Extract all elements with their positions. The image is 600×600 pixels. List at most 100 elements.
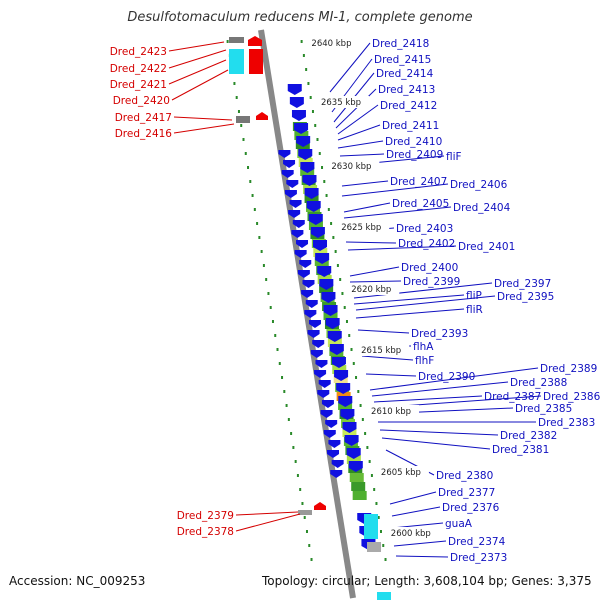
- reverse-gene-arrow: [331, 460, 344, 468]
- guide-dot: [357, 390, 360, 393]
- gene-label: flhA: [413, 341, 434, 353]
- reverse-gene-arrow: [329, 344, 344, 355]
- gene-label: Dred_2418: [372, 38, 429, 50]
- guide-dot: [287, 418, 290, 421]
- gene-label: Dred_2412: [380, 100, 437, 112]
- guide-dot: [267, 292, 270, 295]
- guide-dot: [269, 306, 272, 309]
- reverse-gene-arrow: [330, 470, 343, 478]
- reverse-gene-arrow: [317, 266, 332, 277]
- expression-segment: [351, 482, 366, 491]
- kbp-box: [388, 527, 439, 539]
- reverse-gene-arrow: [348, 461, 363, 472]
- kbp-box: [369, 405, 420, 417]
- guide-dot: [281, 376, 284, 379]
- gene-label: Dred_2421: [110, 79, 167, 91]
- kbp-scale: 2640 kbp 2635 kbp 2630 kbp 2625 kbp 2620 kbp…: [309, 37, 439, 539]
- gene-label: Dred_2385: [515, 403, 572, 415]
- gene-label: Dred_2374: [448, 536, 506, 548]
- gene-label: Dred_2389: [540, 363, 597, 375]
- gene-label: fliR: [466, 304, 483, 316]
- guide-dot: [307, 82, 310, 85]
- gene-label: Dred_2380: [436, 470, 493, 482]
- gene-label: Dred_2377: [438, 487, 495, 499]
- gene-label: Dred_2423: [110, 46, 167, 58]
- gene-label: Dred_2400: [401, 262, 458, 274]
- gene-block: [367, 542, 381, 552]
- guide-dot: [370, 474, 373, 477]
- guide-dot: [276, 348, 279, 351]
- guide-dot: [301, 502, 304, 505]
- leader-line: [341, 180, 389, 187]
- reverse-gene-arrow: [291, 110, 306, 121]
- guide-dot: [305, 68, 308, 71]
- guide-dot: [318, 152, 321, 155]
- reverse-gene-arrow: [319, 279, 334, 290]
- leader-line: [349, 266, 400, 277]
- reverse-gene-arrow: [310, 350, 323, 358]
- leader-line: [355, 308, 465, 319]
- expression-segment: [327, 338, 342, 347]
- reverse-gene-arrow: [323, 305, 338, 316]
- guide-dot: [237, 110, 240, 113]
- kbp-box: [339, 221, 390, 233]
- reverse-gene-arrow: [289, 200, 302, 208]
- guide-dot: [296, 474, 299, 477]
- expression-segment: [346, 455, 361, 464]
- guide-dot: [226, 40, 229, 43]
- kbp-label: 2615 kbp: [361, 346, 401, 356]
- gene-label: flhF: [415, 355, 434, 367]
- gene-label: Dred_2402: [398, 238, 455, 250]
- gene-label: Dred_2393: [411, 328, 468, 340]
- kbp-box: [329, 160, 380, 172]
- leader-line: [335, 88, 377, 129]
- guide-dot: [314, 124, 317, 127]
- reverse-gene-arrow: [314, 370, 327, 378]
- expression-segment: [294, 131, 309, 140]
- expression-segment: [308, 221, 323, 230]
- guide-dot: [262, 264, 265, 267]
- gene-track: [229, 36, 391, 600]
- reverse-gene-arrow: [294, 250, 307, 258]
- guide-dot: [258, 236, 261, 239]
- reverse-gene-arrow: [312, 340, 325, 348]
- gene-label: Dred_2397: [494, 278, 551, 290]
- reverse-gene-arrow: [288, 210, 301, 218]
- expression-segment: [349, 473, 364, 482]
- expression-segment: [332, 365, 347, 374]
- guide-dot: [325, 194, 328, 197]
- expression-segment: [352, 491, 367, 500]
- leader-line: [343, 206, 452, 219]
- guide-dot: [341, 292, 344, 295]
- gene-block: [364, 514, 378, 539]
- leader-line: [173, 116, 233, 121]
- leader-line: [339, 153, 385, 157]
- leader-line: [341, 183, 449, 197]
- reverse-gene-arrow: [331, 357, 346, 368]
- guide-dot: [235, 96, 238, 99]
- guide-dot: [343, 306, 346, 309]
- kbp-label: 2640 kbp: [311, 39, 351, 49]
- reverse-gene-arrow: [340, 409, 355, 420]
- guide-dot: [240, 124, 243, 127]
- guide-dot: [251, 194, 254, 197]
- reverse-gene-arrow: [327, 331, 342, 342]
- gene-label: Dred_2404: [453, 202, 511, 214]
- guide-dot: [332, 236, 335, 239]
- reverse-gene-arrow: [286, 180, 299, 188]
- reverse-gene-arrow: [346, 448, 361, 459]
- reverse-gene-arrow: [289, 97, 304, 108]
- leader-line: [345, 241, 397, 244]
- guide-dot: [379, 530, 382, 533]
- reverse-gene-arrow: [304, 188, 319, 199]
- reverse-gene-arrow: [308, 320, 321, 328]
- guide-dot: [300, 40, 303, 43]
- gene-label: Dred_2406: [450, 179, 508, 191]
- kbp-label: 2620 kbp: [351, 285, 391, 295]
- gene-label: Dred_2373: [450, 552, 507, 564]
- gene-label: Dred_2405: [392, 198, 449, 210]
- reverse-gene-arrow: [296, 136, 311, 147]
- leader-line: [393, 540, 447, 547]
- guide-dot: [249, 180, 252, 183]
- guide-dot: [278, 362, 281, 365]
